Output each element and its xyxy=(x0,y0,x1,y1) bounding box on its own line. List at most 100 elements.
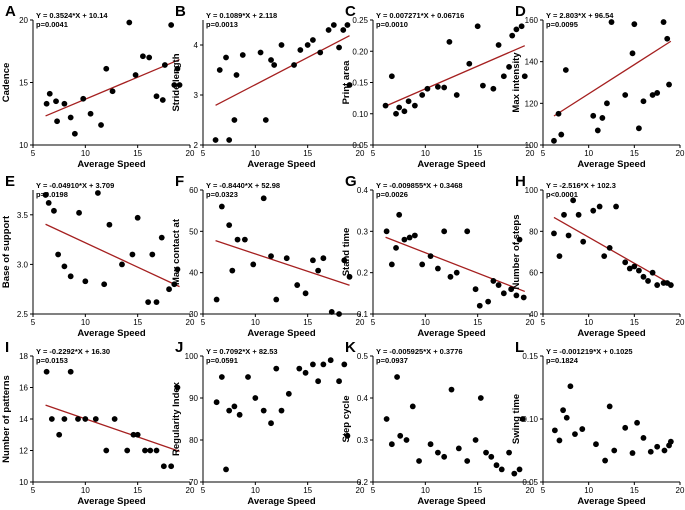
y-tick-label: 0.10 xyxy=(522,415,538,424)
data-point xyxy=(634,419,640,426)
data-point xyxy=(171,281,178,288)
data-point xyxy=(649,269,656,276)
x-tick-label: 15 xyxy=(473,149,482,158)
data-point xyxy=(406,234,413,241)
data-point xyxy=(291,62,297,68)
data-point xyxy=(283,255,290,262)
regression-line xyxy=(215,35,350,106)
panel-letter: H xyxy=(515,173,526,190)
x-tick-label: 20 xyxy=(186,318,195,327)
x-tick-label: 5 xyxy=(201,486,206,495)
y-tick-label: 80 xyxy=(189,436,198,445)
data-point xyxy=(336,378,342,385)
x-tick-label: 10 xyxy=(421,486,430,495)
data-point xyxy=(636,267,642,274)
data-point xyxy=(146,54,153,61)
data-point xyxy=(341,257,348,264)
data-point xyxy=(434,265,441,272)
data-point xyxy=(580,238,587,245)
x-tick-label: 10 xyxy=(251,149,260,158)
y-tick-label: 120 xyxy=(525,99,539,108)
regression-equation: Y = -0.009855*X + 0.3468 xyxy=(376,181,463,190)
panel-letter: A xyxy=(5,3,16,20)
data-point xyxy=(302,290,309,297)
p-value: p=0.0026 xyxy=(376,190,408,199)
data-point xyxy=(233,72,240,78)
data-point xyxy=(654,443,661,450)
y-tick-label: 16 xyxy=(19,384,28,393)
data-point xyxy=(511,470,518,477)
y-axis-label: Number of steps xyxy=(511,215,522,290)
y-tick-label: 0.15 xyxy=(352,79,368,88)
data-point xyxy=(302,369,309,376)
data-point xyxy=(80,95,87,102)
x-tick-label: 20 xyxy=(526,486,535,495)
data-point xyxy=(226,407,233,414)
y-tick-label: 100 xyxy=(525,186,539,195)
regression-equation: Y = 0.3524*X + 10.14 xyxy=(36,11,108,20)
data-point xyxy=(520,294,527,301)
data-point xyxy=(490,278,497,284)
data-point xyxy=(427,253,434,260)
x-tick-label: 15 xyxy=(630,486,639,495)
regression-line xyxy=(45,223,180,288)
data-point xyxy=(551,230,557,237)
data-point xyxy=(71,130,78,137)
x-tick-label: 5 xyxy=(541,318,546,327)
data-point xyxy=(344,22,351,28)
data-point xyxy=(315,267,322,274)
data-point xyxy=(45,199,52,206)
data-point xyxy=(640,435,647,441)
y-tick-label: 2.5 xyxy=(17,310,29,319)
data-point xyxy=(464,228,471,235)
data-point xyxy=(629,450,636,456)
data-point xyxy=(260,407,267,414)
data-point xyxy=(631,21,638,28)
x-axis-label: Average Speed xyxy=(77,328,145,339)
x-tick-label: 15 xyxy=(133,149,142,158)
p-value: p=0.0323 xyxy=(206,190,238,199)
y-tick-label: 100 xyxy=(185,352,199,361)
y-tick-label: 0.5 xyxy=(357,352,369,361)
data-point xyxy=(654,282,661,288)
data-point xyxy=(310,37,316,43)
y-tick-label: 0.25 xyxy=(352,16,368,25)
regression-line xyxy=(385,236,526,293)
data-point xyxy=(664,35,671,42)
data-point xyxy=(174,65,181,72)
data-point xyxy=(661,447,668,454)
data-point xyxy=(285,390,292,397)
data-point xyxy=(411,102,418,109)
data-point xyxy=(464,458,471,464)
x-axis-label: Average Speed xyxy=(247,159,315,170)
data-point xyxy=(393,244,399,251)
regression-line xyxy=(45,58,180,117)
data-point xyxy=(106,221,113,228)
y-tick-label: 90 xyxy=(189,394,198,403)
data-point xyxy=(236,411,243,418)
data-point xyxy=(278,407,285,414)
data-point xyxy=(513,26,520,33)
data-point xyxy=(666,81,672,88)
regression-line xyxy=(553,40,672,117)
data-point xyxy=(654,90,661,96)
data-point xyxy=(498,466,505,473)
regression-line xyxy=(385,45,526,107)
data-point xyxy=(67,368,74,375)
data-point xyxy=(132,72,139,78)
data-point xyxy=(43,100,50,107)
y-tick-label: 0.2 xyxy=(357,478,369,487)
x-tick-label: 15 xyxy=(473,486,482,495)
y-axis-label: Step cycle xyxy=(341,396,352,443)
x-tick-label: 20 xyxy=(676,149,685,158)
data-point xyxy=(315,378,322,385)
x-tick-label: 10 xyxy=(251,486,260,495)
data-point xyxy=(611,447,618,454)
p-value: p=0.0198 xyxy=(36,190,68,199)
data-point xyxy=(273,296,280,303)
data-point xyxy=(401,108,408,115)
data-point xyxy=(608,19,615,25)
